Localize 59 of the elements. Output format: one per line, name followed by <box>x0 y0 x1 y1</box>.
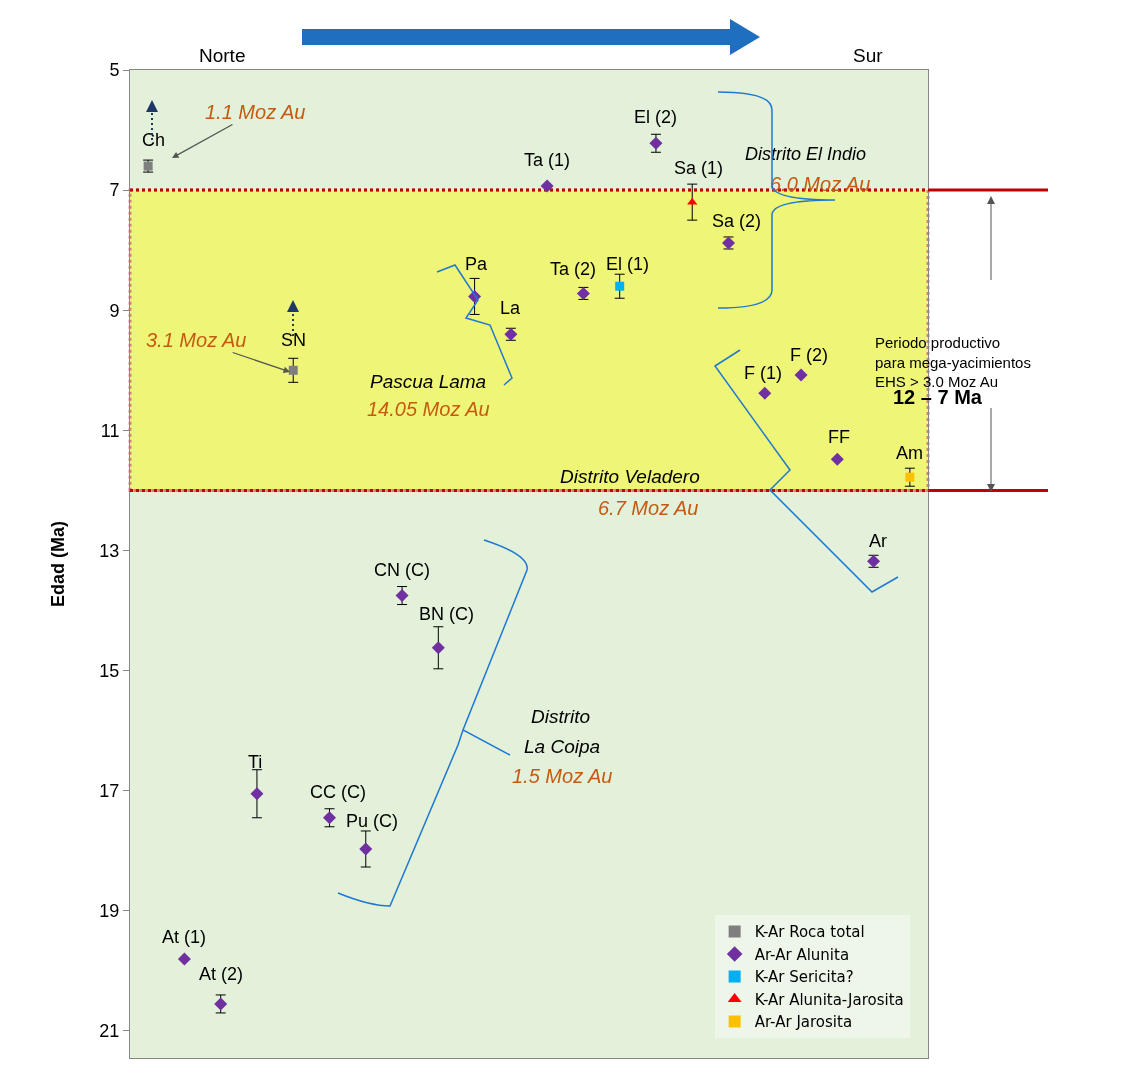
annotation: FF <box>828 427 850 447</box>
annotation: F (2) <box>790 345 828 365</box>
y-tick-label: 9 <box>109 300 120 321</box>
point <box>794 368 808 382</box>
annotation: La Coipa <box>524 736 601 757</box>
annotation: Pa <box>465 254 489 274</box>
annotation: Pu (C) <box>346 811 399 831</box>
y-tick-label: 15 <box>99 660 120 681</box>
annotation: Ta (1) <box>524 150 571 170</box>
point <box>288 365 298 375</box>
legend-label: K-Ar Roca total <box>754 923 865 942</box>
text: Norte <box>199 45 246 66</box>
annotation: 1.5 Moz Au <box>512 765 613 787</box>
annotation: La <box>500 298 522 318</box>
annotation: BN (C) <box>419 604 474 624</box>
annotation: Am <box>896 443 923 463</box>
point <box>615 281 625 291</box>
annotation: At (1) <box>162 927 207 947</box>
point <box>431 641 445 655</box>
annotation: Distrito Veladero <box>560 466 700 487</box>
y-tick-label: 11 <box>100 420 120 441</box>
annotation: CC (C) <box>310 782 366 802</box>
annotation: Ta (2) <box>550 259 597 279</box>
y-tick-label: 5 <box>109 60 120 81</box>
point <box>830 452 844 466</box>
y-tick-label: 13 <box>99 540 120 561</box>
annotation: 6.7 Moz Au <box>598 497 699 519</box>
point <box>905 472 915 482</box>
annotation: Distrito <box>531 706 591 727</box>
legend-label: K-Ar Alunita-Jarosita <box>754 990 904 1009</box>
annotation: 1.1 Moz Au <box>205 101 306 123</box>
annotation: CN (C) <box>374 560 430 580</box>
point <box>177 952 191 966</box>
legend-label: Ar-Ar Jarosita <box>754 1013 853 1032</box>
annotation: SN <box>281 330 307 350</box>
y-tick-label: 21 <box>99 1021 120 1042</box>
annotation: Sa (2) <box>712 211 762 231</box>
annotation: El (1) <box>606 254 650 274</box>
annotation: F (1) <box>744 363 782 383</box>
point <box>540 179 554 193</box>
point <box>758 386 772 400</box>
y-tick-label: 17 <box>99 781 120 802</box>
y-tick-label: 7 <box>109 180 120 201</box>
annotation: 14.05 Moz Au <box>367 398 490 420</box>
annotation: At (2) <box>199 964 244 984</box>
annotation: El (2) <box>634 107 678 127</box>
legend-label: Ar-Ar Alunita <box>754 945 850 964</box>
y-axis-title: Edad (Ma) <box>47 520 68 608</box>
annotation: Sa (1) <box>674 158 724 178</box>
text: Sur <box>853 45 884 66</box>
annotation: Ch <box>142 130 166 150</box>
annotation: 3.1 Moz Au <box>146 329 247 351</box>
annotation: Ti <box>248 752 263 772</box>
y-tick-label: 19 <box>99 901 120 922</box>
legend-label: K-Ar Sericita? <box>754 968 854 987</box>
annotation: Ar <box>869 531 888 551</box>
point <box>250 787 264 801</box>
annotation: Pascua Lama <box>370 371 487 392</box>
point <box>359 842 373 856</box>
